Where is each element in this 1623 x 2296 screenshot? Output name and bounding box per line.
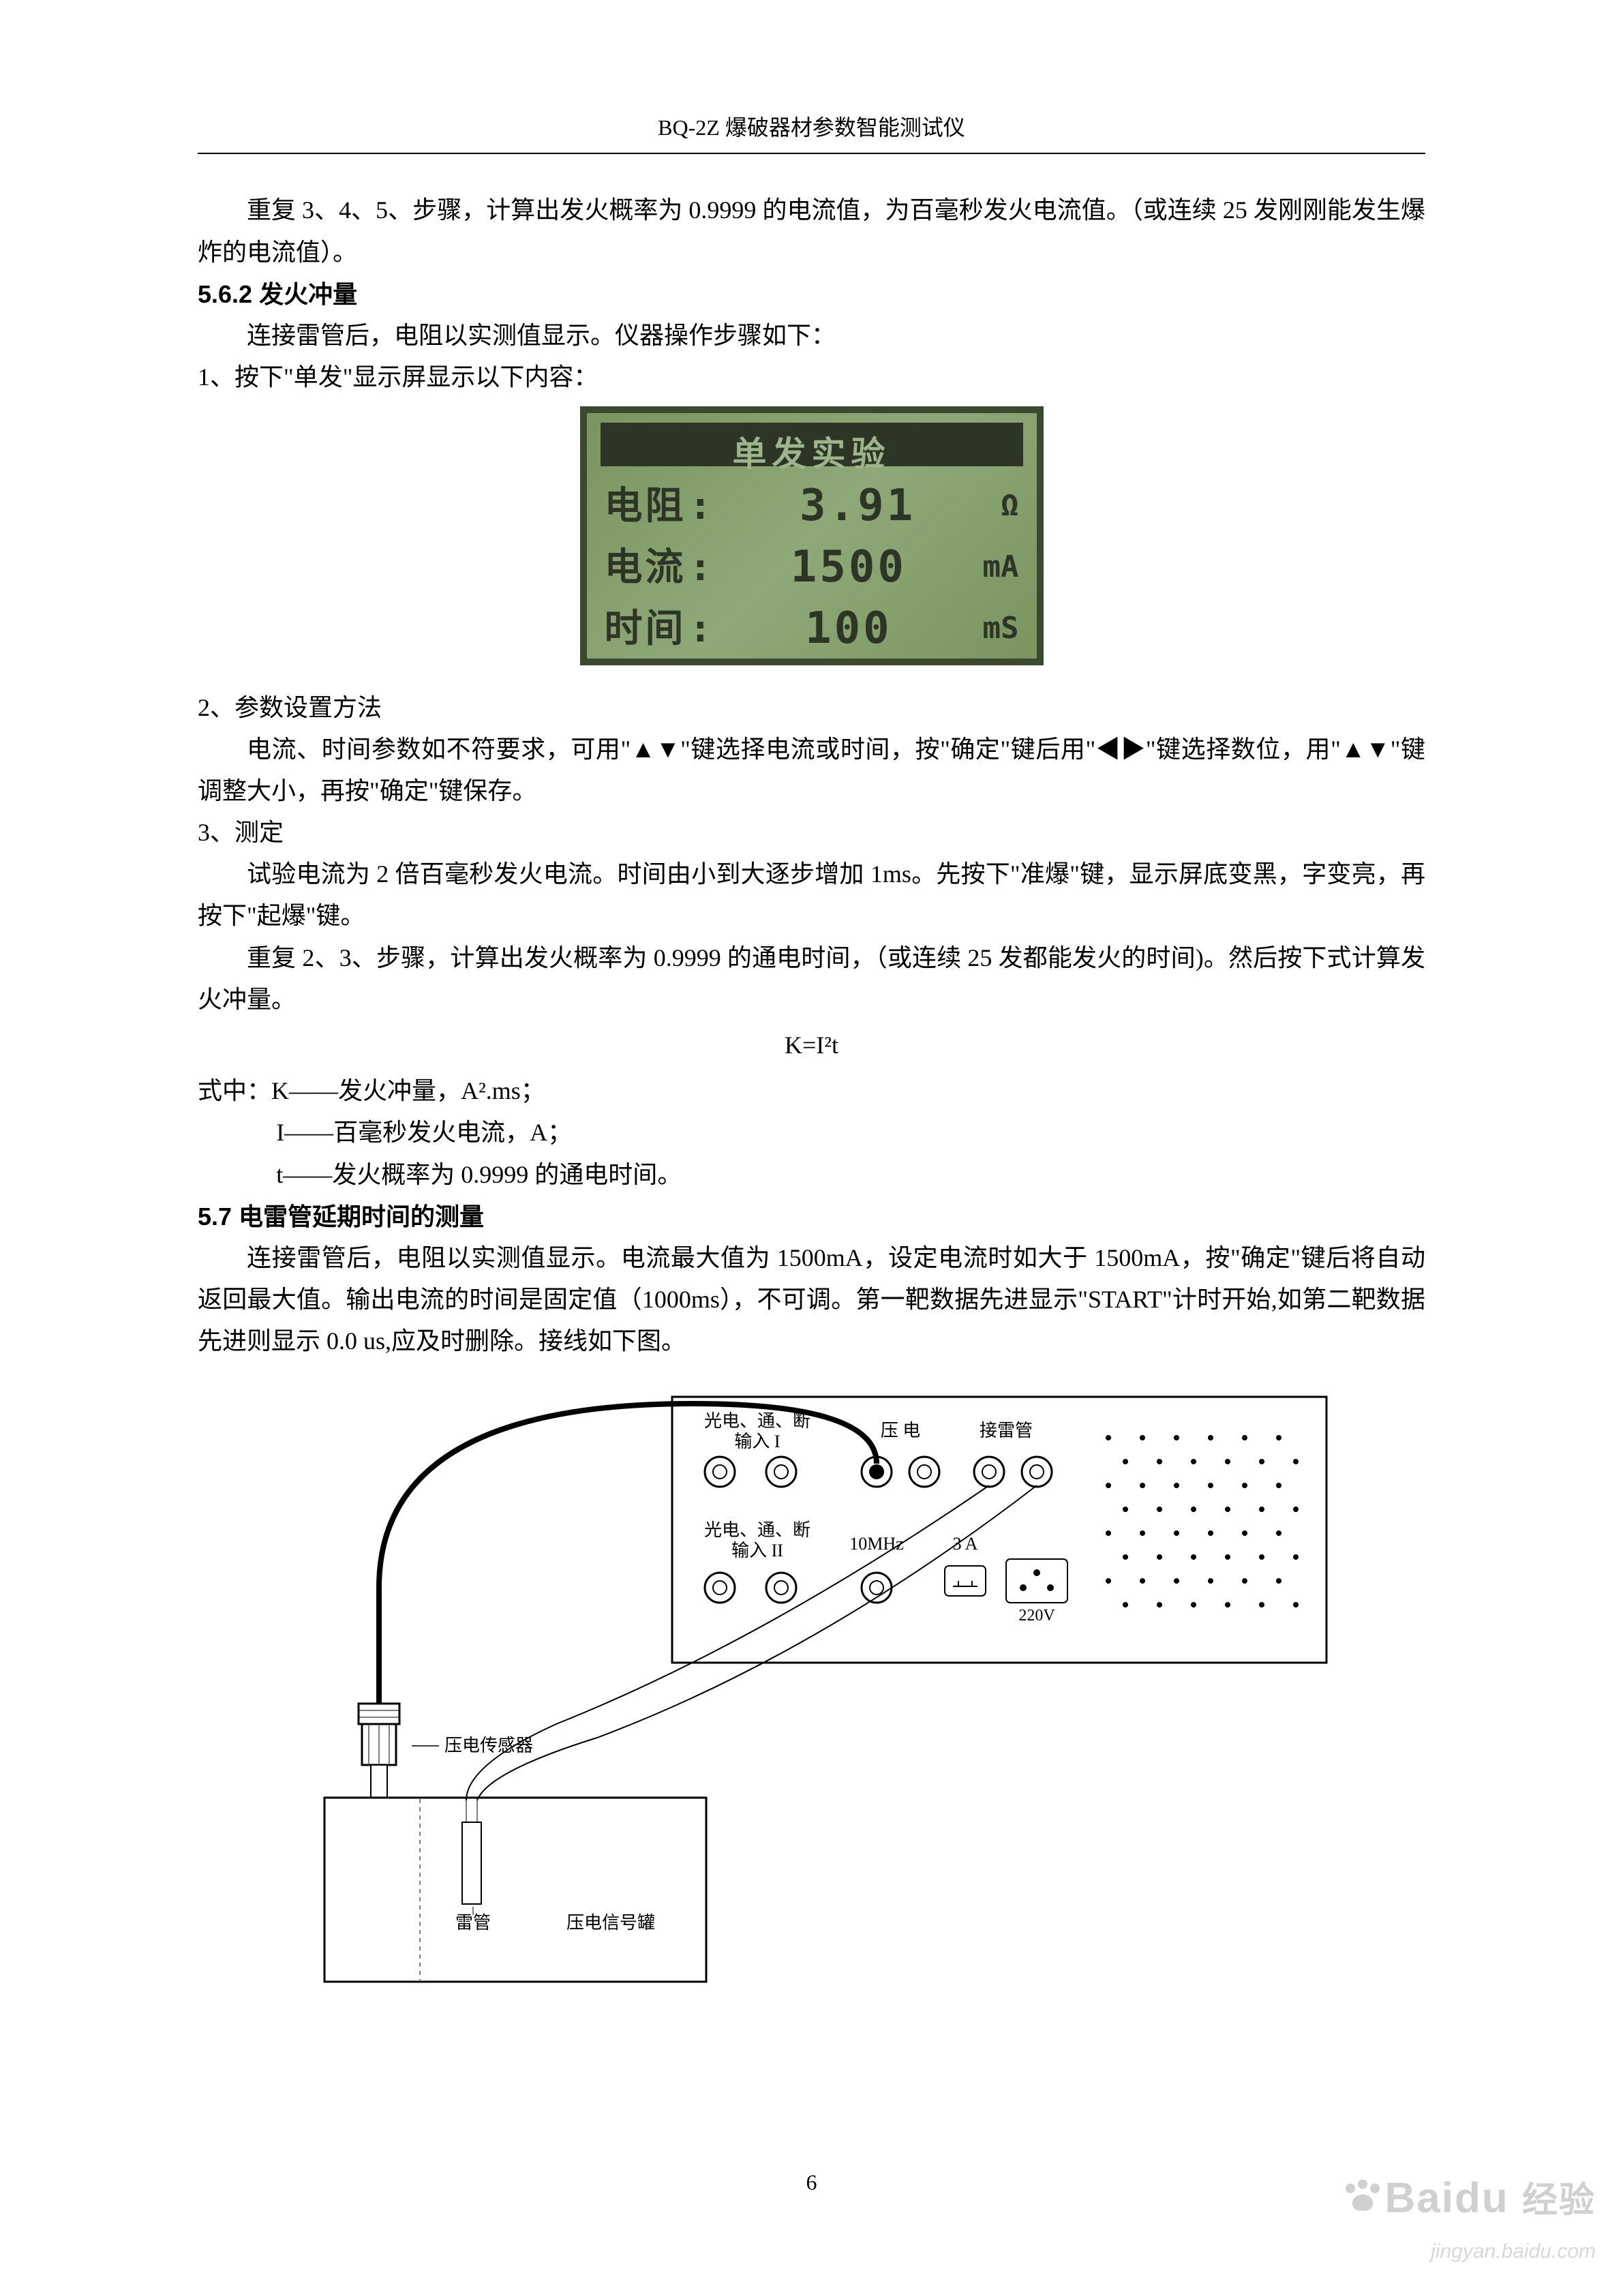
formula-legend: I——百毫秒发火电流，A； xyxy=(198,1112,1425,1153)
lcd-value: 100 xyxy=(714,592,982,666)
formula-legend: t——发火概率为 0.9999 的通电时间。 xyxy=(198,1154,1425,1196)
heading-5-7: 5.7 电雷管延期时间的测量 xyxy=(198,1196,1425,1237)
diagram-label: 10MHz xyxy=(849,1534,903,1554)
lcd-title: 单发实验 xyxy=(601,423,1023,466)
lcd-unit: Ω xyxy=(1001,481,1019,532)
diagram-label: 光电、通、断 xyxy=(703,1411,810,1431)
diagram-label: 220V xyxy=(1018,1607,1055,1625)
lcd-label-resistance: 电阻 xyxy=(605,474,686,539)
lcd-photo: 单发实验 电阻 : 3.91 Ω 电流 : 1500 mA 时间 : 100 m… xyxy=(198,406,1425,678)
watermark-url: jingyan.baidu.com xyxy=(1341,2234,1596,2269)
paragraph: 电流、时间参数如不符要求，可用"▲▼"键选择电流或时间，按"确定"键后用"◀▶"… xyxy=(198,729,1425,812)
lcd-label-current: 电流 xyxy=(605,535,686,600)
paw-icon xyxy=(1341,2184,1382,2218)
lcd-label-time: 时间 xyxy=(605,596,686,661)
wiring-diagram: 光电、通、断 输入 I 压 电 接雷管 光电、通、断 输入 II 10MHz 3… xyxy=(284,1383,1340,2010)
document-page: BQ-2Z 爆破器材参数智能测试仪 重复 3、4、5、步骤，计算出发火概率为 0… xyxy=(0,0,1623,2296)
paragraph: 试验电流为 2 倍百毫秒发火电流。时间由小到大逐步增加 1ms。先按下"准爆"键… xyxy=(198,854,1425,937)
list-item: 3、测定 xyxy=(198,812,1425,854)
page-header: BQ-2Z 爆破器材参数智能测试仪 xyxy=(198,109,1425,146)
diagram-label: 压电传感器 xyxy=(444,1736,533,1755)
paragraph: 重复 3、4、5、步骤，计算出发火概率为 0.9999 的电流值，为百毫秒发火电… xyxy=(198,190,1425,273)
diagram-label: 输入 II xyxy=(731,1541,783,1560)
diagram-label: 接雷管 xyxy=(979,1421,1032,1440)
paragraph: 连接雷管后，电阻以实测值显示。电流最大值为 1500mA，设定电流时如大于 15… xyxy=(198,1237,1425,1363)
diagram-label: 输入 I xyxy=(734,1432,780,1451)
paragraph: 重复 2、3、步骤，计算出发火概率为 0.9999 的通电时间，（或连续 25 … xyxy=(198,937,1425,1021)
lcd-unit: mA xyxy=(983,542,1019,593)
diagram-label: 光电、通、断 xyxy=(703,1520,810,1540)
formula: K=I²t xyxy=(198,1025,1425,1066)
lcd-unit: mS xyxy=(983,603,1019,654)
paragraph: 连接雷管后，电阻以实测值显示。仪器操作步骤如下： xyxy=(198,315,1425,357)
formula-legend: 式中：K——发火冲量，A².ms； xyxy=(198,1070,1425,1112)
diagram-label: 压 电 xyxy=(880,1421,920,1440)
watermark: Baidu 经验 jingyan.baidu.com xyxy=(1341,2162,1596,2269)
heading-5-6-2: 5.6.2 发火冲量 xyxy=(198,273,1425,315)
list-item: 1、按下"单发"显示屏显示以下内容： xyxy=(198,357,1425,398)
header-rule xyxy=(198,153,1425,154)
diagram-label: 雷管 xyxy=(455,1913,490,1933)
diagram-label: 压电信号罐 xyxy=(566,1913,654,1933)
list-item: 2、参数设置方法 xyxy=(198,687,1425,729)
